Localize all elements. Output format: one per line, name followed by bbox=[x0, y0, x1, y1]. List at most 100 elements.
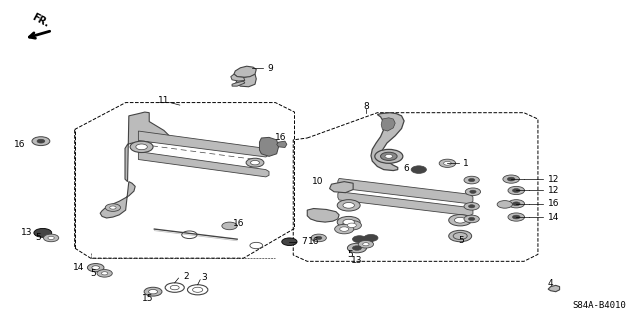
Polygon shape bbox=[231, 74, 245, 81]
Text: 13: 13 bbox=[351, 256, 363, 264]
Circle shape bbox=[439, 159, 456, 167]
Circle shape bbox=[503, 175, 520, 183]
Circle shape bbox=[513, 202, 520, 206]
Circle shape bbox=[449, 230, 472, 242]
Circle shape bbox=[353, 246, 362, 250]
Circle shape bbox=[470, 190, 476, 193]
Text: 6: 6 bbox=[403, 165, 409, 174]
Text: 16: 16 bbox=[233, 219, 244, 228]
Polygon shape bbox=[338, 178, 473, 204]
Circle shape bbox=[282, 238, 297, 246]
Polygon shape bbox=[548, 286, 559, 292]
Text: 9: 9 bbox=[268, 64, 273, 73]
Circle shape bbox=[508, 177, 515, 181]
Text: S84A-B4010: S84A-B4010 bbox=[572, 301, 626, 310]
Circle shape bbox=[508, 186, 525, 195]
Polygon shape bbox=[100, 182, 135, 218]
Polygon shape bbox=[138, 152, 269, 177]
Text: 11: 11 bbox=[158, 96, 170, 105]
Circle shape bbox=[37, 139, 45, 143]
Text: 12: 12 bbox=[548, 174, 559, 184]
Circle shape bbox=[513, 189, 520, 192]
Circle shape bbox=[454, 217, 466, 223]
Circle shape bbox=[468, 178, 475, 182]
Polygon shape bbox=[232, 81, 245, 86]
Text: 16: 16 bbox=[14, 140, 26, 149]
Circle shape bbox=[109, 206, 116, 209]
Circle shape bbox=[497, 201, 513, 208]
Circle shape bbox=[130, 141, 153, 152]
Circle shape bbox=[250, 160, 259, 165]
Text: 10: 10 bbox=[312, 176, 323, 186]
Circle shape bbox=[88, 263, 104, 272]
Circle shape bbox=[136, 144, 147, 150]
Text: 5: 5 bbox=[348, 250, 353, 259]
Circle shape bbox=[363, 243, 369, 246]
Circle shape bbox=[375, 149, 403, 163]
Circle shape bbox=[340, 227, 349, 231]
Text: 14: 14 bbox=[548, 212, 559, 222]
Polygon shape bbox=[381, 118, 395, 131]
Polygon shape bbox=[259, 137, 278, 156]
Circle shape bbox=[353, 236, 367, 243]
Circle shape bbox=[453, 233, 467, 240]
Circle shape bbox=[364, 234, 378, 241]
Text: 7: 7 bbox=[301, 237, 307, 246]
Circle shape bbox=[464, 215, 479, 223]
Circle shape bbox=[385, 154, 393, 158]
Polygon shape bbox=[236, 74, 256, 87]
Circle shape bbox=[454, 233, 466, 239]
Text: 16: 16 bbox=[548, 199, 559, 208]
Circle shape bbox=[144, 287, 162, 296]
Circle shape bbox=[101, 272, 108, 275]
Polygon shape bbox=[330, 182, 353, 193]
Text: 1: 1 bbox=[463, 159, 468, 168]
Text: 5: 5 bbox=[459, 236, 465, 245]
Text: 16: 16 bbox=[308, 237, 319, 246]
Circle shape bbox=[148, 289, 157, 294]
Text: 15: 15 bbox=[142, 293, 154, 302]
Text: 5: 5 bbox=[35, 234, 41, 242]
Text: 13: 13 bbox=[20, 228, 32, 237]
Polygon shape bbox=[338, 192, 473, 216]
Circle shape bbox=[246, 158, 264, 167]
Circle shape bbox=[468, 217, 475, 220]
Circle shape bbox=[348, 243, 367, 253]
Text: 4: 4 bbox=[548, 279, 554, 288]
Polygon shape bbox=[307, 209, 339, 222]
Text: 3: 3 bbox=[201, 273, 207, 282]
Circle shape bbox=[513, 215, 520, 219]
Polygon shape bbox=[276, 141, 287, 147]
Circle shape bbox=[337, 216, 360, 228]
Circle shape bbox=[105, 204, 120, 211]
Circle shape bbox=[337, 200, 360, 211]
Circle shape bbox=[343, 219, 355, 225]
Circle shape bbox=[381, 152, 397, 160]
Text: 12: 12 bbox=[548, 186, 559, 195]
Circle shape bbox=[222, 222, 237, 230]
Circle shape bbox=[411, 166, 426, 174]
Text: 8: 8 bbox=[363, 102, 369, 111]
Polygon shape bbox=[234, 66, 256, 77]
Circle shape bbox=[449, 214, 472, 226]
Circle shape bbox=[335, 224, 354, 234]
Circle shape bbox=[444, 161, 451, 165]
Circle shape bbox=[468, 205, 475, 208]
Circle shape bbox=[358, 241, 374, 248]
Circle shape bbox=[34, 228, 52, 237]
Circle shape bbox=[44, 234, 59, 242]
Circle shape bbox=[92, 266, 100, 270]
Polygon shape bbox=[138, 131, 269, 157]
Circle shape bbox=[311, 234, 326, 242]
Circle shape bbox=[464, 203, 479, 210]
Circle shape bbox=[48, 236, 54, 240]
Circle shape bbox=[97, 270, 112, 277]
Circle shape bbox=[348, 223, 356, 227]
Circle shape bbox=[464, 176, 479, 184]
Text: 16: 16 bbox=[275, 133, 287, 143]
Text: 14: 14 bbox=[73, 263, 84, 271]
Text: 2: 2 bbox=[184, 272, 189, 281]
Circle shape bbox=[342, 220, 362, 230]
Circle shape bbox=[32, 137, 50, 145]
Polygon shape bbox=[125, 112, 170, 182]
